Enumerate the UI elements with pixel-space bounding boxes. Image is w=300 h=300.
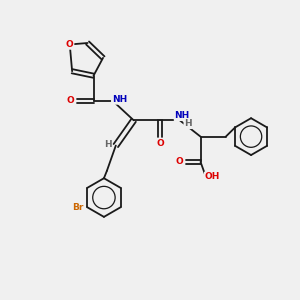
Text: H: H bbox=[184, 119, 192, 128]
Text: O: O bbox=[67, 97, 74, 106]
Text: O: O bbox=[66, 40, 74, 49]
Text: H: H bbox=[104, 140, 111, 148]
Text: Br: Br bbox=[73, 203, 84, 212]
Text: O: O bbox=[175, 158, 183, 166]
Text: NH: NH bbox=[175, 111, 190, 120]
Text: O: O bbox=[157, 139, 164, 148]
Text: OH: OH bbox=[205, 172, 220, 181]
Text: NH: NH bbox=[112, 95, 127, 104]
